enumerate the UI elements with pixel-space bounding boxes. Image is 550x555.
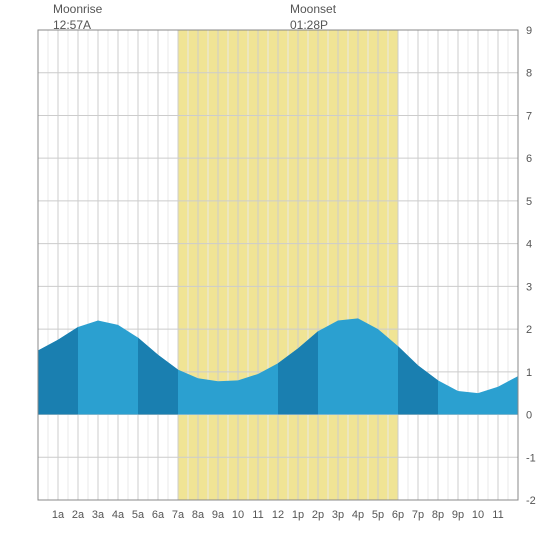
chart-svg: -2-101234567891a2a3a4a5a6a7a8a9a1011121p… — [0, 0, 550, 550]
y-tick-label: -2 — [526, 495, 536, 507]
x-tick-label: 11 — [252, 509, 263, 521]
x-tick-label: 10 — [232, 509, 244, 521]
y-tick-label: 9 — [526, 25, 532, 37]
x-tick-label: 3a — [92, 509, 105, 521]
y-tick-label: 1 — [526, 367, 532, 379]
y-tick-label: 5 — [526, 196, 532, 208]
x-tick-label: 6p — [392, 509, 404, 521]
x-tick-label: 8a — [192, 509, 205, 521]
x-tick-label: 4p — [352, 509, 364, 521]
moonset-label: Moonset — [290, 2, 336, 18]
x-tick-label: 9a — [212, 509, 225, 521]
moonrise-time: 12:57A — [53, 18, 102, 34]
y-tick-label: 4 — [526, 239, 532, 251]
x-tick-label: 2p — [312, 509, 324, 521]
y-tick-label: 3 — [526, 281, 532, 293]
x-tick-label: 8p — [432, 509, 444, 521]
x-tick-label: 7p — [412, 509, 424, 521]
y-tick-label: 0 — [526, 410, 532, 422]
y-tick-label: -1 — [526, 452, 536, 464]
moonset-time: 01:28P — [290, 18, 336, 34]
x-tick-label: 5p — [372, 509, 384, 521]
x-tick-label: 6a — [152, 509, 165, 521]
x-tick-label: 3p — [332, 509, 344, 521]
y-tick-label: 6 — [526, 153, 532, 165]
x-tick-label: 5a — [132, 509, 145, 521]
x-tick-label: 11 — [492, 509, 503, 521]
x-tick-label: 10 — [472, 509, 484, 521]
x-tick-label: 2a — [72, 509, 85, 521]
x-tick-label: 4a — [112, 509, 125, 521]
moonrise-label-block: Moonrise 12:57A — [53, 2, 102, 33]
moonrise-label: Moonrise — [53, 2, 102, 18]
x-tick-label: 1p — [292, 509, 304, 521]
tide-chart: Moonrise 12:57A Moonset 01:28P -2-101234… — [0, 0, 550, 550]
x-tick-label: 12 — [272, 509, 284, 521]
y-tick-label: 7 — [526, 110, 532, 122]
moonset-label-block: Moonset 01:28P — [290, 2, 336, 33]
x-tick-label: 1a — [52, 509, 65, 521]
y-tick-label: 2 — [526, 324, 532, 336]
y-tick-label: 8 — [526, 68, 532, 80]
x-tick-label: 7a — [172, 509, 185, 521]
x-tick-label: 9p — [452, 509, 464, 521]
